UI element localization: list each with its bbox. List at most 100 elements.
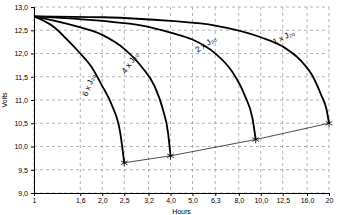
y-tick-mark <box>31 170 34 171</box>
x-tick-mark <box>102 193 103 196</box>
x-tick-label: 2,0 <box>98 197 108 204</box>
x-tick-label: 3,2 <box>144 197 154 204</box>
series-line <box>34 16 124 162</box>
x-tick: 6,3 <box>211 193 221 204</box>
x-tick-mark <box>80 193 81 196</box>
x-tick-label: 2,5 <box>120 197 130 204</box>
y-tick-mark <box>31 123 34 124</box>
y-tick-label: 9,5 <box>18 166 28 173</box>
grid-line-y <box>34 7 329 8</box>
x-tick-label: 1,6 <box>76 197 86 204</box>
x-tick: 2,5 <box>120 193 130 204</box>
y-tick: 10,0 <box>14 143 34 150</box>
series-line <box>34 16 329 123</box>
y-tick-label: 12,5 <box>14 27 28 34</box>
x-tick-mark <box>171 193 172 196</box>
grid <box>34 7 329 193</box>
x-tick-label: 16,0 <box>301 197 315 204</box>
y-tick-label: 11,0 <box>15 97 28 104</box>
grid-line-y <box>34 30 329 31</box>
x-tick: 16,0 <box>301 193 315 204</box>
x-tick: 10,0 <box>254 193 268 204</box>
y-axis: 9,0 9,5 10,0 10,5 11,0 11,5 12,0 12,5 13,0 <box>14 4 34 197</box>
y-axis-line <box>31 8 35 194</box>
x-tick: 1,6 <box>76 193 86 204</box>
x-tick-mark <box>192 193 193 196</box>
y-tick-label: 11,5 <box>15 73 28 80</box>
series-line <box>34 16 256 139</box>
y-tick-label: 12,0 <box>14 50 28 57</box>
grid-line-x <box>170 7 171 193</box>
y-tick: 12,5 <box>14 27 34 34</box>
x-tick-label: 8,0 <box>234 197 244 204</box>
y-tick: 10,5 <box>14 120 34 127</box>
x-tick-mark <box>149 193 150 196</box>
series-label: 1 x J₂₀ <box>271 28 296 46</box>
x-tick: 3,2 <box>144 193 154 204</box>
grid-line-y <box>34 123 329 124</box>
series-line <box>124 123 329 163</box>
x-axis: 1 1,6 2,0 2,5 3,2 4,0 5,0 6,3 8,0 10,0 12,5 16,0 20 <box>33 193 334 204</box>
x-tick: 5,0 <box>188 193 198 204</box>
x-tick-label: 1 <box>33 197 37 204</box>
x-tick-mark <box>215 193 216 196</box>
x-tick: 1 <box>33 193 37 204</box>
y-tick-label: 10,5 <box>14 120 28 127</box>
grid-line-x <box>260 7 261 193</box>
series-label: 2 x J₂₀ <box>194 34 218 54</box>
x-tick-mark <box>307 193 308 196</box>
x-tick-label: 20 <box>326 197 334 204</box>
y-tick-mark <box>31 100 34 101</box>
grid-line-x <box>80 7 81 193</box>
x-tick-mark <box>329 193 330 196</box>
x-tick-mark <box>239 193 240 196</box>
y-tick-label: 9,0 <box>18 190 28 197</box>
grid-line-y <box>34 169 329 170</box>
y-tick: 11,5 <box>15 73 34 80</box>
y-tick-label: 13,0 <box>14 4 28 11</box>
grid-line-y <box>34 100 329 101</box>
y-tick-mark <box>31 147 34 148</box>
x-tick: 12,5 <box>276 193 290 204</box>
x-tick-label: 5,0 <box>188 197 198 204</box>
x-tick-label: 12,5 <box>276 197 290 204</box>
y-axis-title: Volts <box>1 92 8 108</box>
series-label: 6 x J₂₀ <box>80 73 97 98</box>
x-tick-label: 10,0 <box>254 197 268 204</box>
y-tick-mark <box>31 193 34 194</box>
x-tick-mark <box>124 193 125 196</box>
series-marker <box>121 159 128 167</box>
series-label: 4 x J₂₀ <box>120 51 141 75</box>
x-tick-label: 4,0 <box>166 197 176 204</box>
x-tick-mark <box>261 193 262 196</box>
y-tick: 9,5 <box>18 166 34 173</box>
grid-line-y <box>34 146 329 147</box>
series-line <box>34 16 171 156</box>
x-tick: 2,0 <box>98 193 108 204</box>
x-tick-mark <box>283 193 284 196</box>
y-tick-mark <box>31 54 34 55</box>
grid-line-y <box>34 53 329 54</box>
series-labels: 6 x J₂₀ 4 x J₂₀ 2 x J₂₀ 1 x J₂₀ <box>80 28 296 97</box>
y-tick: 9,0 <box>18 190 34 197</box>
y-tick-mark <box>31 30 34 31</box>
y-tick: 13,0 <box>14 4 34 11</box>
series-group <box>34 16 332 166</box>
y-tick-mark <box>31 7 34 8</box>
x-axis-line <box>35 194 330 197</box>
series-marker <box>252 136 259 144</box>
chart: 1 1,6 2,0 2,5 3,2 4,0 5,0 6,3 8,0 10,0 12,5 16,0 20 9… <box>0 0 343 215</box>
series-marker <box>167 152 174 160</box>
grid-line-y <box>34 76 329 77</box>
series-marker <box>326 119 333 127</box>
y-tick: 11,0 <box>15 97 34 104</box>
x-tick-label: 6,3 <box>211 197 221 204</box>
y-tick: 12,0 <box>14 50 34 57</box>
x-axis-title: Hours <box>172 208 191 215</box>
y-tick-mark <box>31 77 34 78</box>
plot: 1 1,6 2,0 2,5 3,2 4,0 5,0 6,3 8,0 10,0 12,5 16,0 20 9… <box>14 4 333 204</box>
x-tick: 20 <box>326 193 334 204</box>
y-tick-label: 10,0 <box>14 143 28 150</box>
x-tick: 4,0 <box>166 193 176 204</box>
x-tick: 8,0 <box>234 193 244 204</box>
